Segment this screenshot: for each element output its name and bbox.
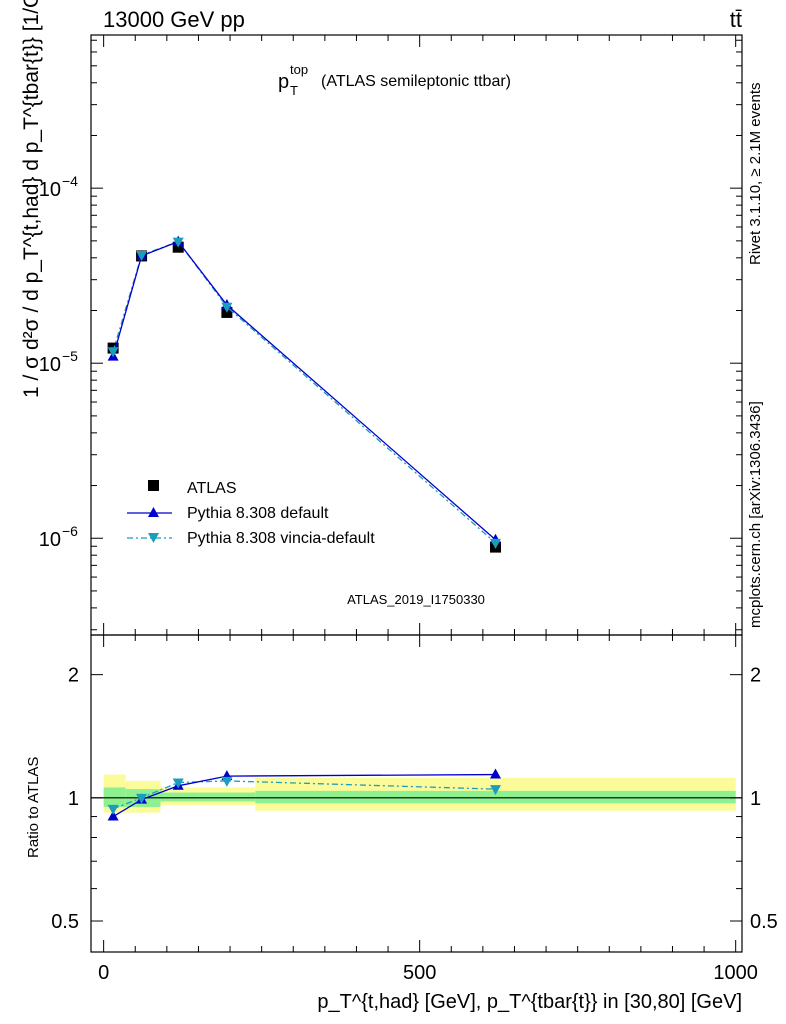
process-label: tt̄ — [730, 7, 742, 32]
plot-title: p top T (ATLAS semileptonic ttbar) — [278, 62, 511, 98]
pythia-vincia-point — [221, 302, 233, 313]
ratio-band-inner — [160, 792, 199, 802]
plot-title-main: p — [278, 71, 289, 93]
main-y-tick-exponent: −5 — [62, 348, 78, 364]
ratio-y-tick-label: 1 — [68, 788, 79, 810]
legend: ATLAS Pythia 8.308 default Pythia 8.308 … — [127, 480, 375, 547]
pythia-vincia-point — [136, 251, 148, 262]
plot-title-sub: T — [290, 83, 298, 98]
pythia-vincia-ratio-point — [136, 793, 148, 804]
legend-pythia-vincia-label: Pythia 8.308 vincia-default — [187, 530, 375, 547]
legend-atlas-marker — [148, 480, 159, 491]
ratio-axis-label: Ratio to ATLAS — [25, 757, 42, 858]
main-y-tick-label: 10 — [39, 354, 61, 376]
legend-atlas-label: ATLAS — [187, 480, 237, 497]
mcplots-label: mcplots.cern.ch [arXiv:1306.3436] — [747, 401, 764, 628]
ratio-band-inner — [255, 790, 736, 804]
x-tick-label: 1000 — [713, 962, 758, 984]
legend-pythia-vincia-marker — [148, 533, 159, 543]
ratio-y-tick-label-right: 0.5 — [750, 911, 778, 933]
analysis-id: ATLAS_2019_I1750330 — [347, 592, 485, 607]
pythia-default-ratio-point — [490, 768, 502, 779]
pythia-vincia-line — [112, 240, 496, 544]
plot-title-rest: (ATLAS semileptonic ttbar) — [321, 73, 511, 90]
pythia-vincia-ratio-point — [107, 804, 119, 815]
x-tick-label: 500 — [403, 962, 436, 984]
ratio-band-inner — [198, 792, 256, 802]
main-y-tick-label: 10 — [39, 529, 61, 551]
main-y-tick-exponent: −4 — [62, 173, 78, 189]
legend-pythia-default-marker — [148, 507, 159, 517]
main-y-tick-exponent: −6 — [62, 523, 78, 539]
rivet-label: Rivet 3.1.10, ≥ 2.1M events — [747, 83, 764, 266]
y-axis-label: 1 / σ d²σ / d p_T^{t,had} d p_T^{tbar{t}… — [20, 0, 43, 398]
pythia-vincia-ratio-point — [221, 776, 233, 787]
pythia-vincia-ratio-point — [490, 785, 502, 796]
ratio-plot-frame — [90, 634, 743, 953]
series-layer — [107, 235, 502, 821]
pythia-default-line — [112, 240, 496, 541]
legend-pythia-default-label: Pythia 8.308 default — [187, 505, 329, 522]
ratio-y-tick-label-right: 2 — [750, 665, 761, 687]
ratio-band-inner — [103, 787, 126, 807]
plot-title-sup: top — [290, 62, 308, 77]
pythia-vincia-point — [107, 347, 119, 358]
ratio-band — [91, 774, 742, 813]
ratio-y-tick-label: 2 — [68, 665, 79, 687]
main-y-tick-label: 10 — [39, 179, 61, 201]
pythia-vincia-point — [172, 237, 184, 248]
x-axis-label: p_T^{t,had} [GeV], p_T^{tbar{t}} in [30,… — [317, 991, 742, 1013]
pythia-vincia-point — [490, 538, 502, 549]
ratio-y-tick-label: 0.5 — [51, 911, 79, 933]
pythia-default-ratio-point — [107, 810, 119, 821]
x-tick-label: 0 — [98, 962, 109, 984]
energy-label: 13000 GeV pp — [103, 7, 245, 32]
pythia-vincia-ratio-point — [172, 778, 184, 789]
ratio-y-tick-label-right: 1 — [750, 788, 761, 810]
